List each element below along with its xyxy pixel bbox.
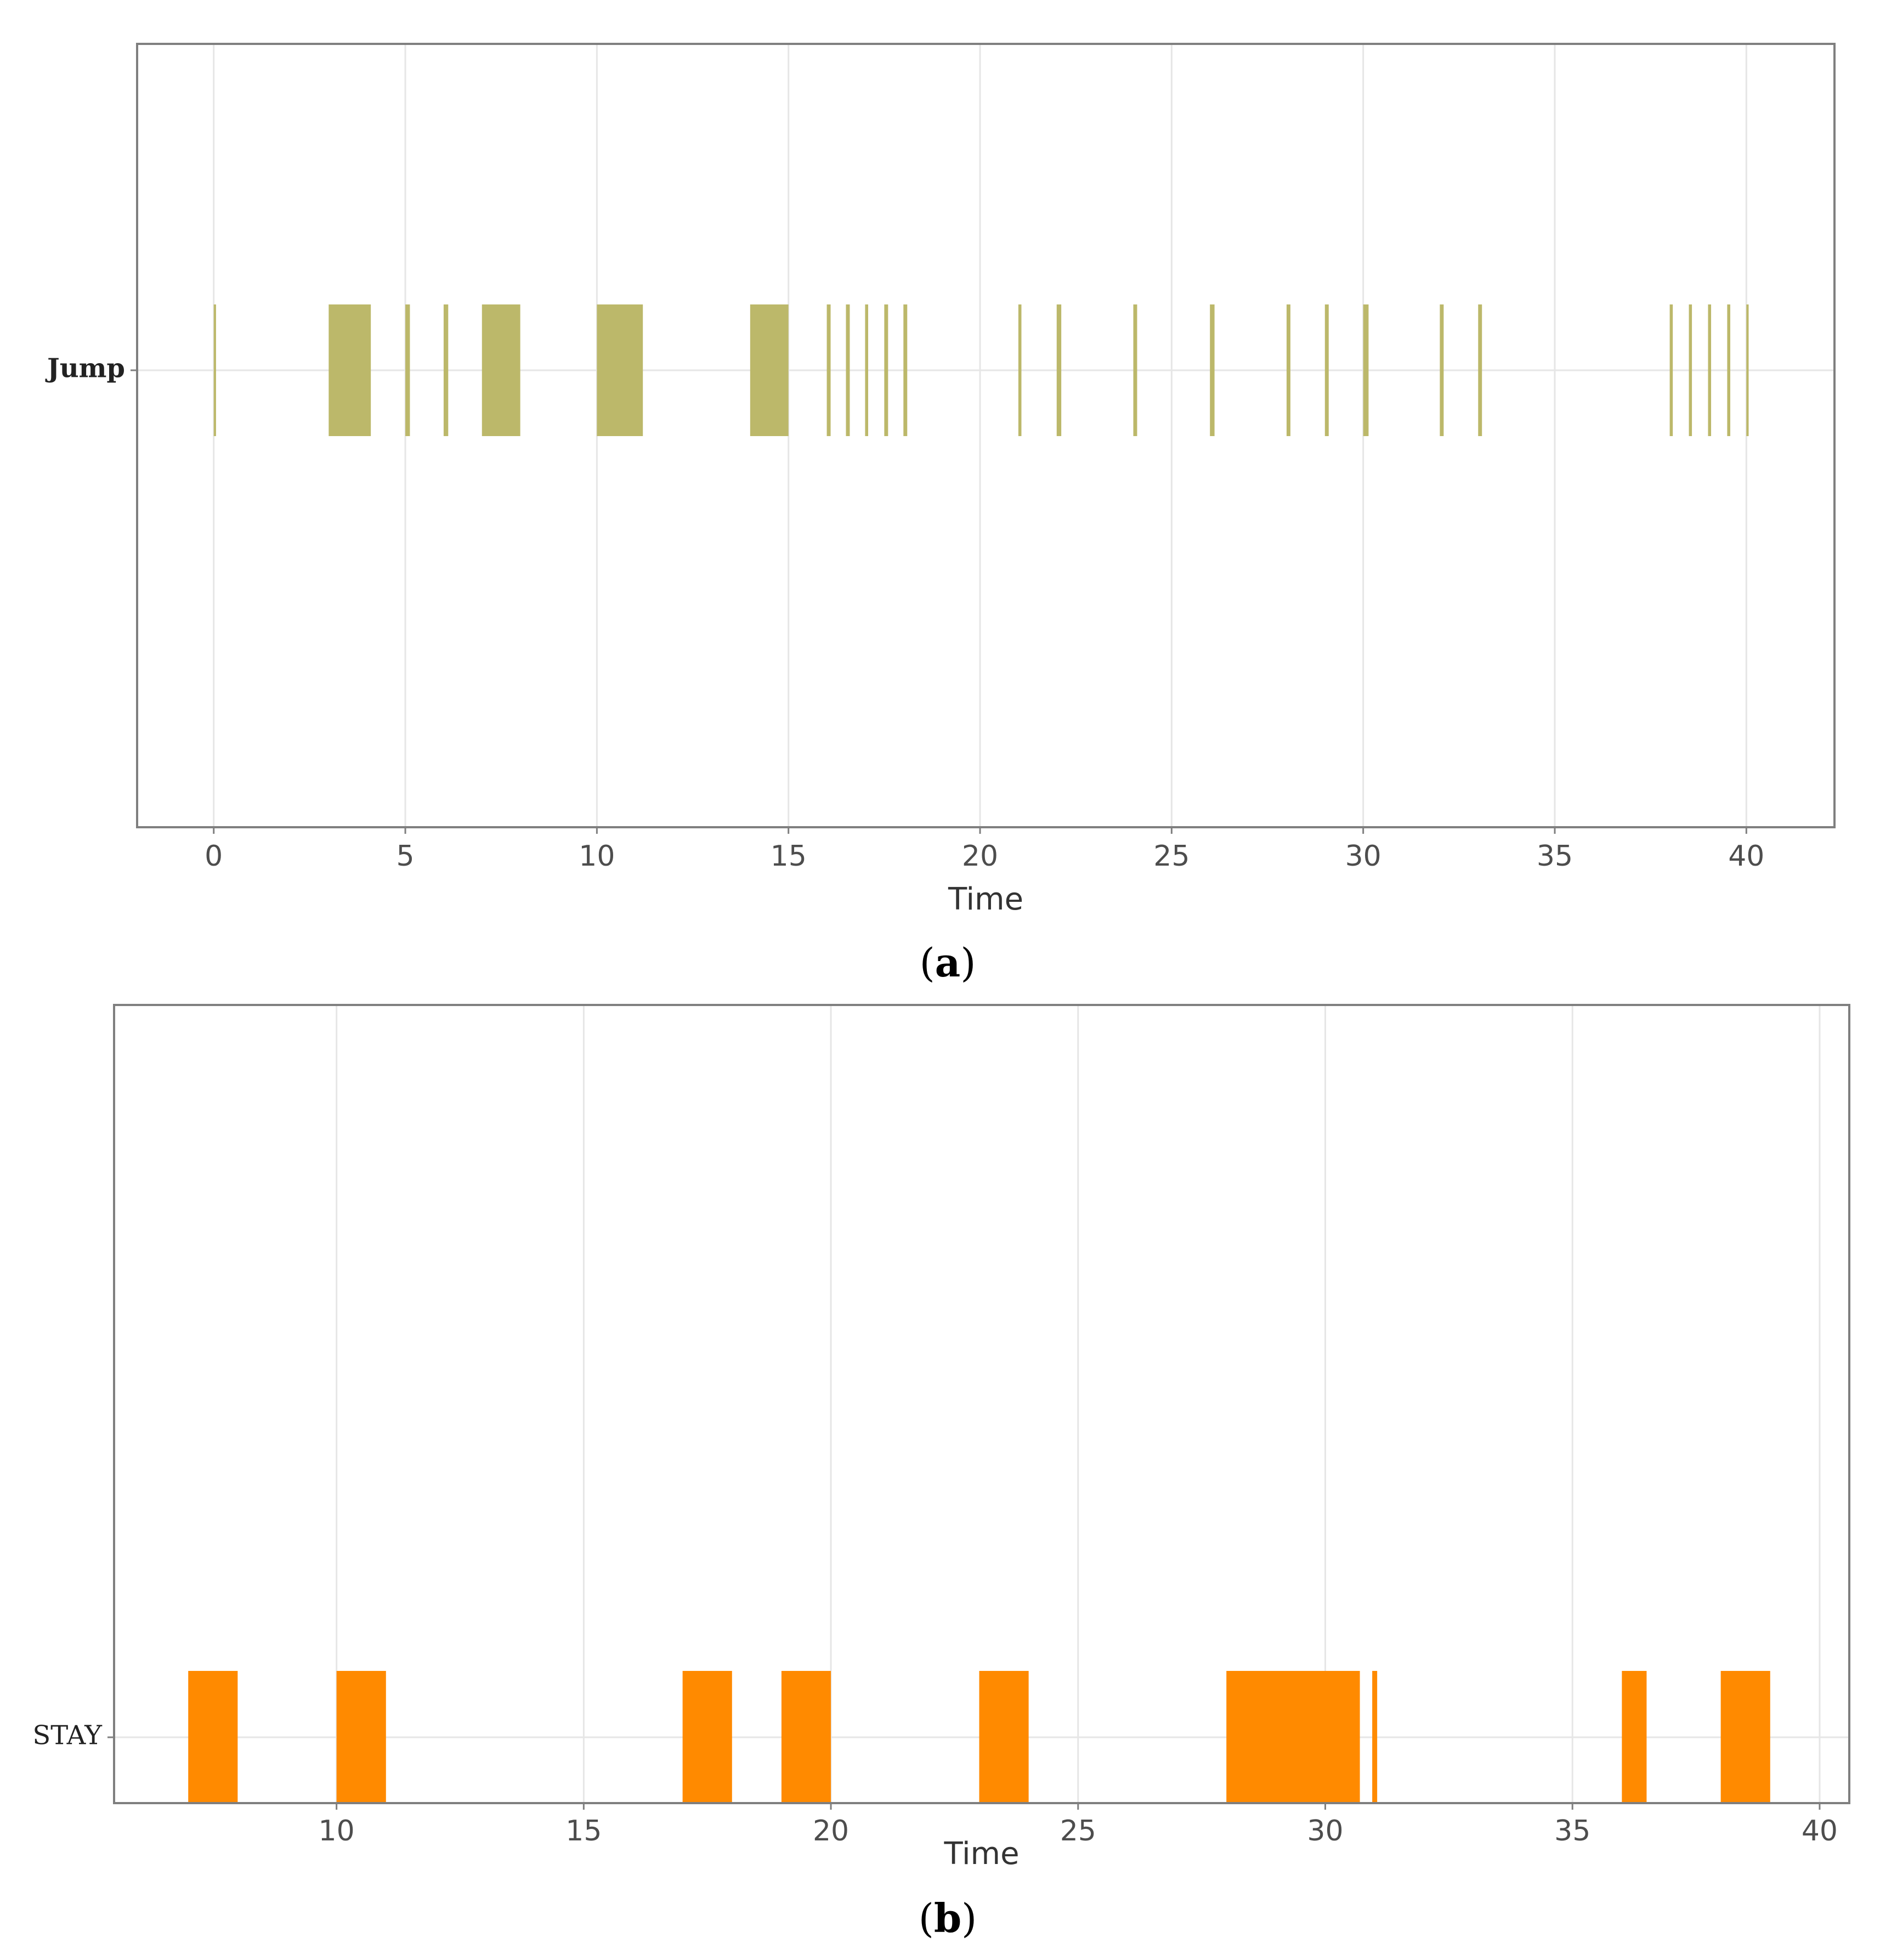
- interval-bar: [1018, 304, 1022, 436]
- panel-a-gridlines: [137, 44, 1834, 827]
- interval-bar: [1727, 304, 1730, 436]
- panel-a-frame: [136, 43, 1836, 828]
- interval-bar: [865, 304, 869, 436]
- x-tick-label: 25: [1060, 1815, 1096, 1848]
- interval-bar: [884, 304, 888, 436]
- panel-b-category-label: STAY: [32, 1720, 103, 1751]
- x-tick-label: 40: [1802, 1815, 1838, 1848]
- panel-a-caption: (a): [920, 939, 976, 986]
- interval-bar: [1324, 304, 1329, 436]
- x-tick-label: 20: [813, 1815, 849, 1848]
- x-tick-label: 10: [579, 840, 615, 873]
- interval-bar: [405, 304, 410, 436]
- interval-bar: [1440, 304, 1444, 436]
- interval-bar: [903, 304, 908, 436]
- x-tick-label: 35: [1554, 1815, 1590, 1848]
- panel-b-frame: [113, 1004, 1850, 1804]
- interval-bar: [1622, 1671, 1647, 1803]
- panel-b-marks: [188, 1671, 1770, 1803]
- interval-bar: [213, 304, 216, 436]
- x-tick-label: 40: [1728, 840, 1764, 873]
- interval-bar: [329, 304, 371, 436]
- caption-paren-open: (: [920, 940, 935, 986]
- interval-bar: [1689, 304, 1692, 436]
- x-tick-label: 30: [1307, 1815, 1343, 1848]
- panel-a-x-ticks: 0 5 10 15 20 25 30 35 40: [131, 369, 1764, 873]
- panel-b-caption: (b): [919, 1895, 977, 1941]
- caption-paren-close: ): [961, 1895, 977, 1941]
- interval-bar: [750, 304, 789, 436]
- x-tick-label: 15: [771, 840, 807, 873]
- interval-bar: [188, 1671, 238, 1803]
- interval-bar: [482, 304, 520, 436]
- x-tick-label: 10: [319, 1815, 355, 1848]
- caption-letter: a: [935, 939, 961, 986]
- interval-bar: [1720, 1671, 1770, 1803]
- panel-b-x-axis-title: Time: [943, 1836, 1019, 1872]
- interval-bar: [1210, 304, 1215, 436]
- interval-bar: [1226, 1671, 1360, 1803]
- x-tick-label: 0: [205, 840, 223, 873]
- interval-bar: [979, 1671, 1029, 1803]
- interval-bar: [682, 1671, 732, 1803]
- x-tick-label: 5: [397, 840, 415, 873]
- interval-bar: [443, 304, 449, 436]
- x-tick-label: 35: [1537, 840, 1573, 873]
- interval-bar: [597, 304, 643, 436]
- panel-b-stay-timeline: 10 15 20 25 30 35 40 STAY Time (b): [32, 1004, 1850, 1941]
- x-tick-label: 25: [1153, 840, 1190, 873]
- x-tick-label: 15: [565, 1815, 602, 1848]
- interval-bar: [1669, 304, 1673, 436]
- interval-bar: [1286, 304, 1290, 436]
- x-tick-label: 30: [1345, 840, 1381, 873]
- interval-bar: [1478, 304, 1482, 436]
- panel-a-jump-timeline: 0 5 10 15 20 25 30 35 40 Jump Time (a): [45, 43, 1836, 986]
- x-tick-label: 20: [962, 840, 998, 873]
- interval-bar: [1746, 304, 1749, 436]
- caption-paren-close: ): [960, 940, 976, 986]
- interval-bar: [1133, 304, 1137, 436]
- interval-bar: [1363, 304, 1369, 436]
- panel-a-x-axis-title: Time: [948, 882, 1023, 917]
- interval-bar: [781, 1671, 831, 1803]
- panel-b-x-ticks: 10 15 20 25 30 35 40: [107, 1736, 1838, 1848]
- panel-a-category-label: Jump: [45, 353, 125, 384]
- interval-bar: [336, 1671, 386, 1803]
- interval-bar: [846, 304, 850, 436]
- interval-bar: [1372, 1671, 1378, 1803]
- interval-bar: [826, 304, 831, 436]
- interval-bar: [1056, 304, 1062, 436]
- caption-paren-open: (: [919, 1895, 934, 1941]
- caption-letter: b: [934, 1895, 961, 1941]
- interval-bar: [1708, 304, 1712, 436]
- panel-a-marks: [213, 304, 1749, 436]
